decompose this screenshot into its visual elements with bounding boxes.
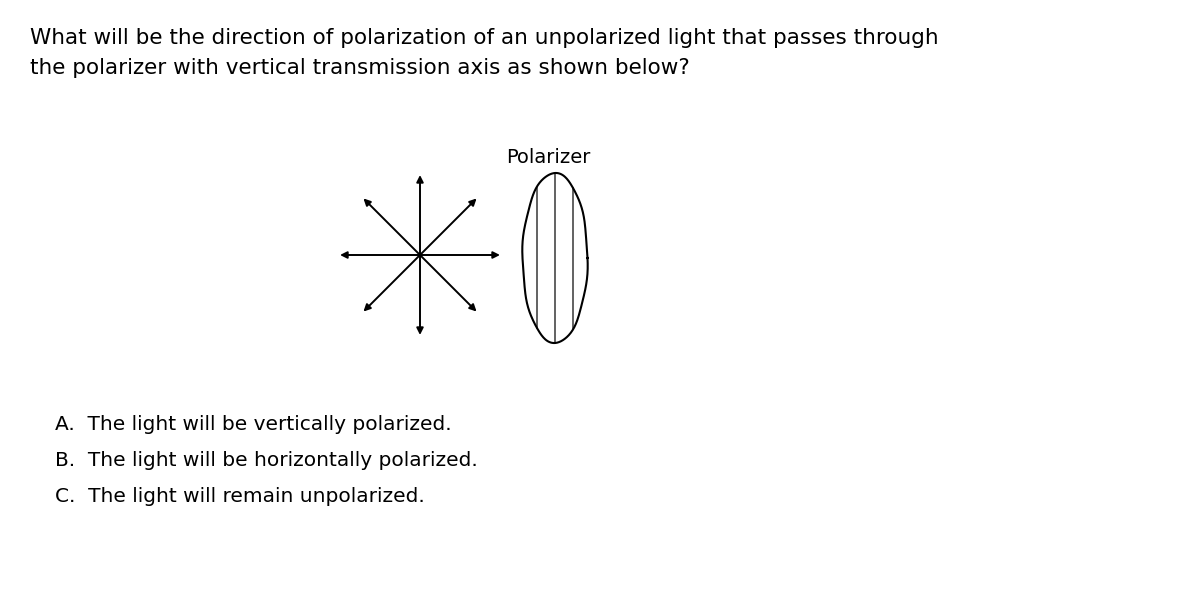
Text: What will be the direction of polarization of an unpolarized light that passes t: What will be the direction of polarizati… <box>30 28 938 78</box>
Text: B.  The light will be horizontally polarized.: B. The light will be horizontally polari… <box>55 451 478 470</box>
Text: A.  The light will be vertically polarized.: A. The light will be vertically polarize… <box>55 415 451 434</box>
Text: Polarizer: Polarizer <box>506 148 590 167</box>
Text: C.  The light will remain unpolarized.: C. The light will remain unpolarized. <box>55 487 425 506</box>
